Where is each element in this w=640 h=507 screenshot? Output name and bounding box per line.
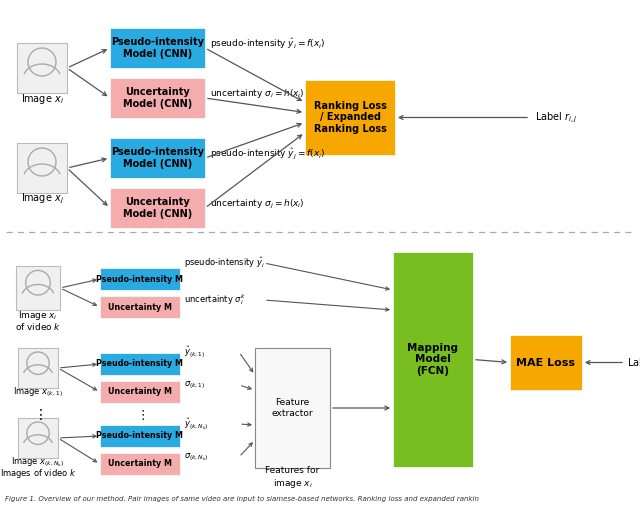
Text: Pseudo-intensity M: Pseudo-intensity M [97,431,184,441]
Text: Pseudo-intensity
Model (CNN): Pseudo-intensity Model (CNN) [111,37,204,59]
Text: Features for
image $x_i$: Features for image $x_i$ [266,466,319,490]
Text: MAE Loss: MAE Loss [516,357,575,368]
FancyBboxPatch shape [510,335,582,390]
Text: uncertainty $\sigma_j = h(x_i)$: uncertainty $\sigma_j = h(x_i)$ [210,197,305,210]
FancyBboxPatch shape [100,381,180,403]
Text: Ranking Loss
/ Expanded
Ranking Loss: Ranking Loss / Expanded Ranking Loss [314,101,387,134]
Text: $\sigma_{(k,N_k)}$: $\sigma_{(k,N_k)}$ [184,451,209,463]
Text: of video $k$: of video $k$ [15,320,61,332]
Text: $\vdots$: $\vdots$ [136,408,145,422]
FancyBboxPatch shape [110,78,205,118]
FancyBboxPatch shape [100,425,180,447]
FancyBboxPatch shape [18,348,58,388]
Text: uncertainty $\sigma_i^k$: uncertainty $\sigma_i^k$ [184,293,246,307]
Text: Pseudo-intensity M: Pseudo-intensity M [97,274,184,283]
Text: uncertainty $\sigma_i = h(x_i)$: uncertainty $\sigma_i = h(x_i)$ [210,88,305,100]
Text: Images of video $k$: Images of video $k$ [0,466,76,480]
FancyBboxPatch shape [393,252,473,467]
FancyBboxPatch shape [100,268,180,290]
Text: Mapping
Model
(FCN): Mapping Model (FCN) [408,343,458,376]
Text: Label $y_i$: Label $y_i$ [627,355,640,370]
Text: Pseudo-intensity M: Pseudo-intensity M [97,359,184,369]
Text: Label $r_{i,j}$: Label $r_{i,j}$ [535,111,578,125]
FancyBboxPatch shape [100,453,180,475]
Text: Uncertainty
Model (CNN): Uncertainty Model (CNN) [123,197,192,219]
Text: Image $x_{(k,1)}$: Image $x_{(k,1)}$ [13,385,63,399]
Text: Pseudo-intensity
Model (CNN): Pseudo-intensity Model (CNN) [111,147,204,169]
FancyBboxPatch shape [255,348,330,468]
FancyBboxPatch shape [18,418,58,458]
FancyBboxPatch shape [110,188,205,228]
Text: pseudo-intensity $\hat{y}_i$: pseudo-intensity $\hat{y}_i$ [184,256,265,270]
Text: Uncertainty
Model (CNN): Uncertainty Model (CNN) [123,87,192,109]
Text: $\hat{y}_{(k,1)}$: $\hat{y}_{(k,1)}$ [184,344,205,359]
Text: Feature
extractor: Feature extractor [272,399,314,418]
FancyBboxPatch shape [110,28,205,68]
Text: Uncertainty M: Uncertainty M [108,387,172,396]
Text: Image $x_{(k,N_k)}$: Image $x_{(k,N_k)}$ [12,455,65,469]
FancyBboxPatch shape [17,143,67,193]
Text: pseudo-intensity $\hat{y}_j = f(x_i)$: pseudo-intensity $\hat{y}_j = f(x_i)$ [210,147,325,161]
FancyBboxPatch shape [305,80,395,155]
FancyBboxPatch shape [16,266,60,310]
Text: Figure 1. Overview of our method. Pair images of same video are input to siamese: Figure 1. Overview of our method. Pair i… [5,496,479,502]
Text: $\hat{y}_{(k,N_k)}$: $\hat{y}_{(k,N_k)}$ [184,416,209,431]
Text: Image $x_i$: Image $x_i$ [20,92,63,106]
Text: Image $x_i$: Image $x_i$ [18,309,58,322]
FancyBboxPatch shape [100,353,180,375]
FancyBboxPatch shape [110,138,205,178]
Text: Uncertainty M: Uncertainty M [108,303,172,311]
FancyBboxPatch shape [100,296,180,318]
Text: $\sigma_{(k,1)}$: $\sigma_{(k,1)}$ [184,379,205,391]
Text: Image $x_j$: Image $x_j$ [20,192,63,206]
Text: $\vdots$: $\vdots$ [33,408,43,422]
Text: pseudo-intensity $\hat{y}_i = f(x_i)$: pseudo-intensity $\hat{y}_i = f(x_i)$ [210,37,325,51]
Text: Uncertainty M: Uncertainty M [108,459,172,468]
FancyBboxPatch shape [17,43,67,93]
